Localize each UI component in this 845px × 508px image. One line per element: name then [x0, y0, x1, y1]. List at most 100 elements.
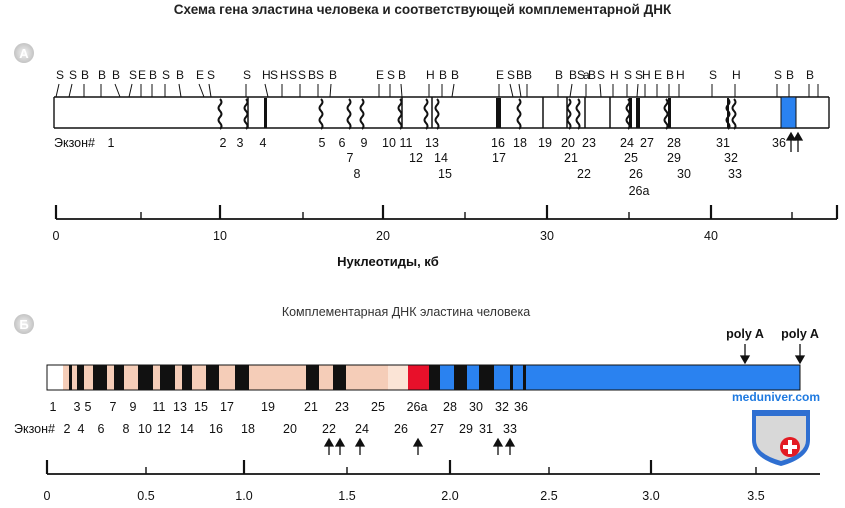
exon-label-b: 7	[110, 400, 117, 414]
restriction-site-label: B	[308, 68, 316, 82]
page-title: Схема гена эластина человека и соответст…	[173, 2, 672, 17]
exon-squiggle	[217, 98, 223, 130]
exon-label-b: 4	[78, 422, 85, 436]
cdna-segment	[206, 365, 219, 390]
restriction-site-label: H	[426, 68, 435, 82]
exon-squiggle	[346, 98, 352, 130]
cdna-segment	[84, 365, 93, 390]
panel-a-badge: А	[19, 46, 29, 61]
panel-a-badge-circle	[14, 43, 34, 63]
restriction-site-tick	[264, 83, 269, 98]
exon-label-b: 21	[304, 400, 318, 414]
restriction-site-label: S	[270, 68, 278, 82]
axis-b-tick-label: 1.0	[235, 489, 252, 503]
panel-b-badge: Б	[19, 317, 28, 332]
restriction-site-label: H	[280, 68, 289, 82]
exon-label-b: 13	[173, 400, 187, 414]
axis-a-tick-label: 10	[213, 229, 227, 243]
exon-36-block	[780, 96, 797, 129]
exon-label: 31	[716, 136, 730, 150]
exon-label-b: 8	[123, 422, 130, 436]
restriction-site-label: S	[298, 68, 306, 82]
restriction-site-label: H	[642, 68, 651, 82]
watermark-text: meduniver.com	[732, 390, 820, 404]
exon-label: 7	[347, 151, 354, 165]
exon-label: 1	[108, 136, 115, 150]
restriction-site-label: E	[496, 68, 504, 82]
restriction-site-label: B	[398, 68, 406, 82]
cdna-segment	[333, 365, 346, 390]
cdna-segment	[153, 365, 160, 390]
exon-label-b: 23	[335, 400, 349, 414]
exon-squiggle	[318, 98, 324, 130]
exon-label-b: 31	[479, 422, 493, 436]
restriction-site-label: B	[666, 68, 674, 82]
restriction-site-label: S	[624, 68, 632, 82]
exon-label: 26a	[629, 184, 650, 198]
exon-label-b: 33	[503, 422, 517, 436]
restriction-site-tick	[68, 83, 73, 98]
exon-squiggle	[516, 98, 522, 130]
exon-mark	[668, 98, 671, 128]
exon-squiggle	[397, 98, 403, 130]
exon-squiggle	[423, 98, 429, 130]
exon-squiggle	[359, 98, 365, 130]
cdna-segment	[192, 365, 206, 390]
restriction-site-tick	[128, 83, 133, 98]
exon-label: 19	[538, 136, 552, 150]
restriction-site-label: S	[316, 68, 324, 82]
restriction-site-label: B	[451, 68, 459, 82]
exon-label: 12	[409, 151, 423, 165]
exon-label-b: 15	[194, 400, 208, 414]
exon-prefix-b: Экзон#	[14, 422, 55, 436]
restriction-site-label: B	[81, 68, 89, 82]
cdna-segment	[72, 365, 77, 390]
restriction-site-label: E	[654, 68, 662, 82]
restriction-site-tick	[599, 83, 602, 98]
axis-b-tick-label: 3.5	[747, 489, 764, 503]
gene-exon-marks	[217, 97, 737, 130]
exon-label: 18	[513, 136, 527, 150]
exon-label: 23	[582, 136, 596, 150]
poly-a-label-1: poly A	[726, 327, 764, 341]
cdna-segment	[138, 365, 153, 390]
exon-squiggle	[625, 98, 631, 130]
cdna-segment	[160, 365, 175, 390]
exon-label: 28	[667, 136, 681, 150]
axis-b-tick-label: 0.5	[137, 489, 154, 503]
exon-label-b: 22	[322, 422, 336, 436]
exon-label: 10	[382, 136, 396, 150]
cdna-segment	[467, 365, 479, 390]
cdna-segment	[388, 365, 408, 390]
exon-label: 36	[772, 136, 786, 150]
exon-label: 22	[577, 167, 591, 181]
axis-a-tick-labels: 0 10 20 30 40	[53, 229, 718, 243]
exon-label: 17	[492, 151, 506, 165]
exon-squiggle	[566, 98, 572, 130]
restriction-site-label: B	[176, 68, 184, 82]
exon-label-b: 11	[153, 400, 166, 414]
panel-b: Б Комплементарная ДНК эластина человека …	[14, 305, 820, 503]
axis-a-label: Нуклеотиды, кб	[337, 254, 439, 269]
exon-36-arrows	[785, 131, 804, 152]
cdna-segment	[494, 365, 510, 390]
exon-mark	[629, 98, 632, 128]
restriction-site-tick	[518, 83, 522, 98]
exon-label: 24	[620, 136, 634, 150]
restriction-sites: S S B B B S E B S B E S S H S H S S B S B E S B H B B E S B B B B SaB S H S S…	[56, 68, 814, 82]
exon-squiggle	[731, 98, 737, 130]
exon-label: 9	[361, 136, 368, 150]
cdna-segment	[306, 365, 319, 390]
exon-label: 6	[339, 136, 346, 150]
restriction-site-tick	[636, 83, 639, 98]
panel-a: А S S B B B S E B S B E S S H S H S S B S B E S B H B B E S B B B B SaB S H…	[14, 43, 839, 269]
exon-label-b: 19	[261, 400, 275, 414]
exon-squiggle	[663, 98, 669, 130]
restriction-site-tick	[198, 83, 205, 98]
restriction-site-label: S	[709, 68, 717, 82]
exon-label-b: 3	[74, 400, 81, 414]
exon-label: 2	[220, 136, 227, 150]
restriction-site-label: B	[439, 68, 447, 82]
axis-a-tick-label: 40	[704, 229, 718, 243]
